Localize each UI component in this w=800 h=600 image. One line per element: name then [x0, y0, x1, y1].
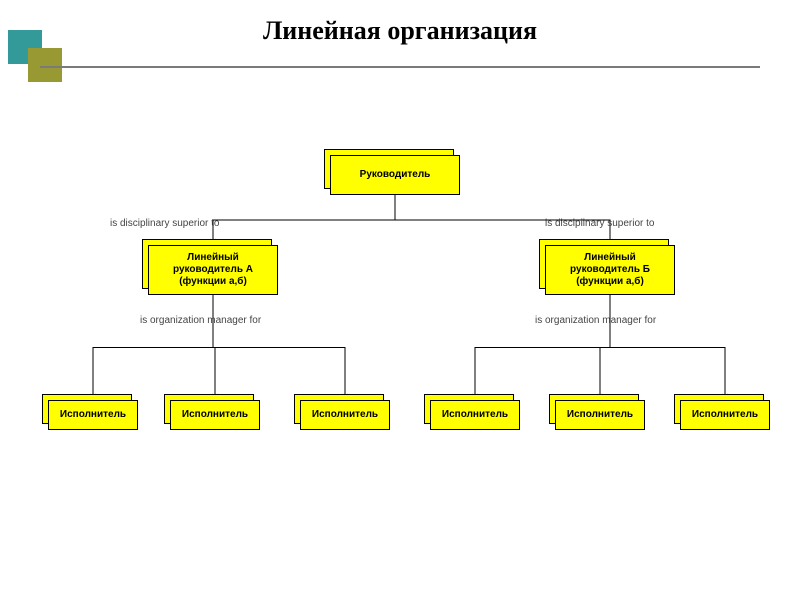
node-ex1: Исполнитель: [48, 400, 138, 430]
node-ex5: Исполнитель: [555, 400, 645, 430]
node-box: Исполнитель: [680, 400, 770, 430]
node-box: Исполнитель: [48, 400, 138, 430]
connectors: [0, 0, 800, 600]
node-ex2: Исполнитель: [170, 400, 260, 430]
node-ex4: Исполнитель: [430, 400, 520, 430]
node-ex3: Исполнитель: [300, 400, 390, 430]
node-box: Исполнитель: [555, 400, 645, 430]
diagram-canvas: Руководитель Линейныйруководитель А(функц…: [0, 0, 800, 600]
edge-label: is organization manager for: [535, 315, 656, 326]
node-mgrA: Линейныйруководитель А(функции а,б): [148, 245, 278, 295]
edge-label: is disciplinary superior to: [110, 218, 220, 229]
node-ex6: Исполнитель: [680, 400, 770, 430]
node-root: Руководитель: [330, 155, 460, 195]
edge-label: is disciplinary superior to: [545, 218, 655, 229]
node-box: Исполнитель: [170, 400, 260, 430]
node-box: Исполнитель: [300, 400, 390, 430]
edge-label: is organization manager for: [140, 315, 261, 326]
node-box: Исполнитель: [430, 400, 520, 430]
node-box: Линейныйруководитель А(функции а,б): [148, 245, 278, 295]
node-mgrB: Линейныйруководитель Б(функции а,б): [545, 245, 675, 295]
node-box: Руководитель: [330, 155, 460, 195]
node-box: Линейныйруководитель Б(функции а,б): [545, 245, 675, 295]
